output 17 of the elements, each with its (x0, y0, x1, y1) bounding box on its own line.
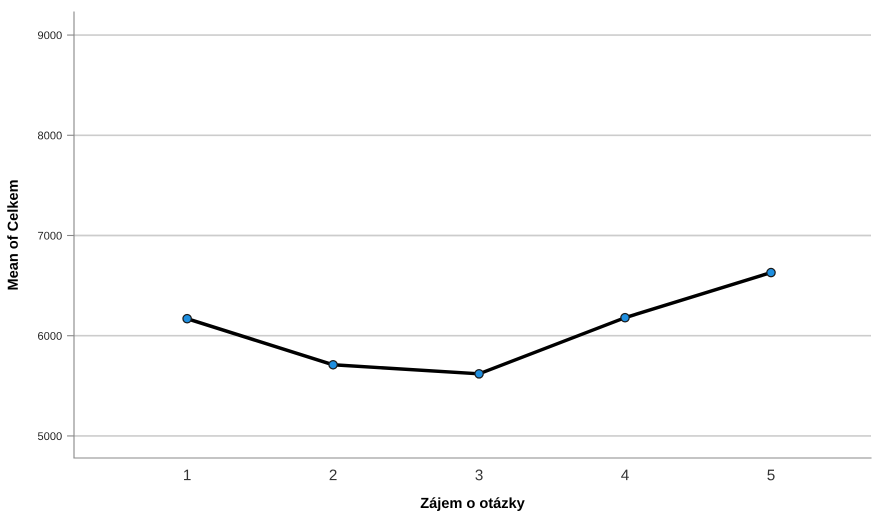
point (328, 360, 338, 370)
point (182, 314, 192, 324)
point (474, 369, 484, 379)
y-tick-label: 6000 (38, 332, 62, 340)
x-tick-label: 3 (475, 470, 483, 480)
x-tick-label: 2 (330, 470, 337, 480)
y-tick-label: 5000 (38, 432, 62, 440)
y-tick-label: 7000 (38, 232, 62, 240)
point (766, 268, 776, 278)
x-tick-label: 1 (184, 470, 191, 480)
y-tick-label: 9000 (38, 31, 62, 40)
y-axis-title: Mean of Celkem (7, 180, 18, 290)
point (620, 312, 630, 322)
x-axis-title: Zájem o otázky (420, 497, 525, 511)
x-tick-label: 5 (767, 470, 775, 480)
y-tick-label: 8000 (38, 132, 62, 140)
x-tick-label: 4 (621, 470, 629, 480)
